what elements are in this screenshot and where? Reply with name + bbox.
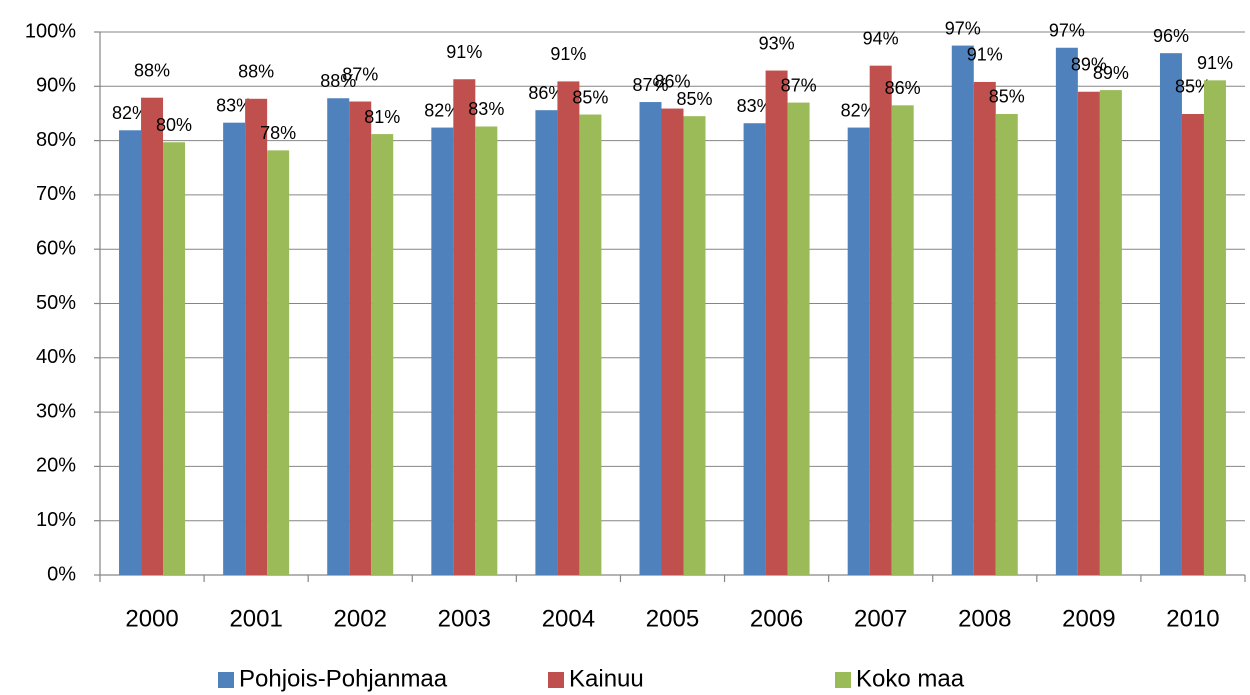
x-tick-label: 2000 [125, 605, 178, 632]
bar [639, 102, 662, 575]
bar [245, 98, 268, 575]
value-label: 88% [238, 62, 274, 82]
value-label: 91% [1197, 53, 1233, 73]
bar [661, 108, 684, 576]
value-label: 85% [676, 89, 712, 109]
value-label: 86% [885, 78, 921, 98]
y-tick-label: 80% [36, 129, 76, 151]
value-label: 86% [528, 83, 564, 103]
bar [891, 105, 914, 576]
y-tick-label: 90% [36, 75, 76, 97]
bar [475, 126, 498, 576]
value-label: 82% [841, 100, 877, 120]
value-label: 91% [550, 44, 586, 64]
value-label: 89% [1071, 54, 1107, 74]
y-tick-label: 60% [36, 237, 76, 259]
bar [973, 81, 996, 576]
legend-label: Pohjois-Pohjanmaa [239, 665, 448, 692]
bar [431, 127, 454, 576]
bar [453, 79, 476, 575]
x-tick-label: 2006 [750, 605, 803, 632]
legend-swatch [548, 672, 564, 688]
x-tick-label: 2008 [958, 605, 1011, 632]
value-label: 82% [112, 103, 148, 123]
bar [327, 98, 350, 575]
bar [141, 97, 164, 575]
bar [1077, 91, 1100, 575]
value-label: 94% [863, 28, 899, 48]
value-label: 93% [759, 33, 795, 53]
bar [579, 114, 602, 575]
bar [119, 130, 142, 575]
value-label: 91% [967, 45, 1003, 65]
bar [1099, 90, 1122, 575]
legend-label: Kainuu [569, 665, 644, 692]
value-label: 91% [446, 42, 482, 62]
value-label: 87% [342, 64, 378, 84]
value-label: 88% [134, 60, 170, 80]
legend-swatch [835, 672, 851, 688]
bar [535, 110, 558, 575]
x-tick-label: 2010 [1166, 605, 1219, 632]
bar [683, 116, 706, 575]
x-tick-label: 2002 [334, 605, 387, 632]
x-tick-label: 2009 [1062, 605, 1115, 632]
bar [371, 134, 394, 576]
bar [163, 142, 186, 575]
y-tick-label: 30% [36, 400, 76, 422]
value-label: 80% [156, 115, 192, 135]
value-label: 85% [572, 87, 608, 107]
bar [765, 70, 788, 575]
value-label: 87% [781, 75, 817, 95]
value-label: 87% [632, 75, 668, 95]
bar [847, 127, 870, 576]
x-tick-label: 2004 [542, 605, 595, 632]
bar [557, 81, 580, 576]
y-tick-label: 0% [47, 563, 76, 585]
bar [223, 122, 246, 575]
bar [1203, 80, 1226, 576]
bar [349, 101, 372, 575]
bar [267, 150, 290, 575]
x-tick-label: 2007 [854, 605, 907, 632]
y-tick-label: 100% [25, 20, 76, 42]
legend-swatch [218, 672, 234, 688]
y-tick-label: 70% [36, 183, 76, 205]
y-tick-label: 20% [36, 455, 76, 477]
value-label: 96% [1153, 26, 1189, 46]
value-label: 83% [216, 95, 252, 115]
value-label: 81% [364, 107, 400, 127]
bar [743, 123, 766, 575]
x-tick-label: 2001 [229, 605, 282, 632]
value-label: 89% [1093, 63, 1129, 83]
y-tick-label: 10% [36, 509, 76, 531]
value-label: 86% [654, 71, 690, 91]
value-label: 88% [320, 71, 356, 91]
value-label: 97% [1049, 20, 1085, 40]
value-label: 83% [737, 96, 773, 116]
legend-label: Koko maa [856, 665, 965, 692]
value-label: 83% [468, 99, 504, 119]
bar [995, 113, 1018, 576]
bar [787, 102, 810, 575]
value-label: 78% [260, 123, 296, 143]
x-tick-label: 2003 [438, 605, 491, 632]
bar [1055, 47, 1078, 575]
value-label: 97% [945, 18, 981, 38]
x-tick-label: 2005 [646, 605, 699, 632]
y-tick-label: 50% [36, 292, 76, 314]
value-label: 85% [1175, 77, 1211, 97]
bar [869, 65, 892, 575]
bar [1181, 113, 1204, 576]
value-label: 85% [989, 87, 1025, 107]
y-tick-label: 40% [36, 346, 76, 368]
bar [1159, 53, 1182, 575]
value-label: 82% [424, 100, 460, 120]
bar [951, 45, 974, 575]
